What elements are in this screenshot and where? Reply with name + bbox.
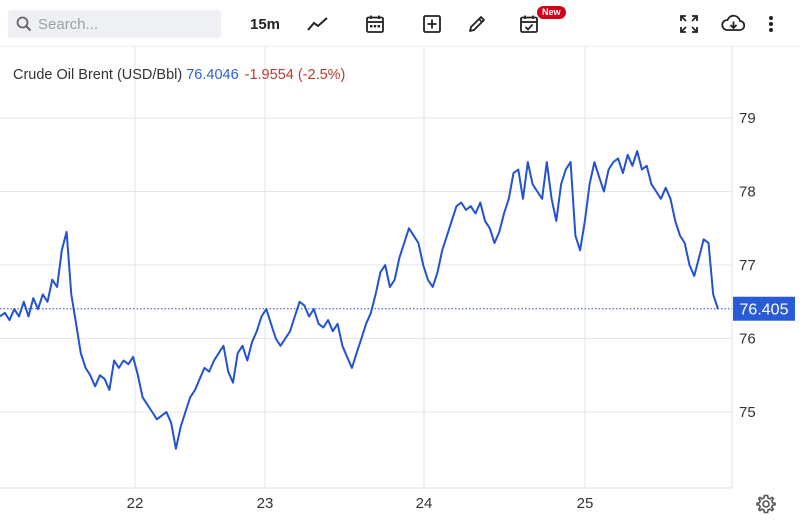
download-icon [721, 14, 745, 34]
toolbar: 15m New [0, 0, 800, 46]
y-tick-label: 76 [739, 331, 756, 348]
draw-pencil-icon [467, 14, 487, 34]
y-tick-label: 75 [739, 404, 756, 421]
line-chart-icon [307, 16, 329, 32]
x-tick-label: 23 [257, 495, 274, 512]
quote-header: Crude Oil Brent (USD/Bbl) 76.4046 -1.9554 … [13, 67, 345, 83]
last-price: 76.4046 [186, 67, 239, 83]
instrument-title: Crude Oil Brent (USD/Bbl) [13, 67, 183, 83]
last-price-label: 76.405 [740, 302, 789, 319]
search-icon [16, 16, 32, 32]
price-line [0, 150, 719, 450]
gear-icon [755, 494, 777, 519]
y-tick-label: 79 [739, 110, 756, 127]
more-options-button[interactable] [760, 10, 782, 38]
more-vert-icon [768, 15, 774, 33]
x-tick-label: 22 [127, 495, 144, 512]
chart-settings-button[interactable] [755, 493, 777, 515]
add-indicator-icon [422, 14, 442, 34]
fullscreen-icon [679, 14, 699, 34]
search-input[interactable] [38, 14, 213, 34]
fullscreen-button[interactable] [676, 10, 702, 38]
download-button[interactable] [719, 10, 747, 38]
draw-button[interactable] [464, 10, 490, 38]
search-box[interactable] [8, 10, 221, 38]
x-tick-label: 24 [416, 495, 433, 512]
calendar-button[interactable] [362, 10, 388, 38]
interval-button[interactable]: 15m [249, 15, 281, 33]
chart-type-button[interactable] [304, 10, 332, 38]
events-button[interactable] [516, 10, 542, 38]
y-tick-label: 77 [739, 257, 756, 274]
new-badge: New [537, 6, 566, 19]
add-indicator-button[interactable] [419, 10, 445, 38]
calendar-icon [365, 14, 385, 34]
last-price-box [733, 296, 795, 321]
y-tick-label: 78 [739, 184, 756, 201]
x-tick-label: 25 [577, 495, 594, 512]
price-change: -1.9554 (-2.5%) [244, 67, 346, 83]
events-calendar-icon [519, 14, 539, 34]
